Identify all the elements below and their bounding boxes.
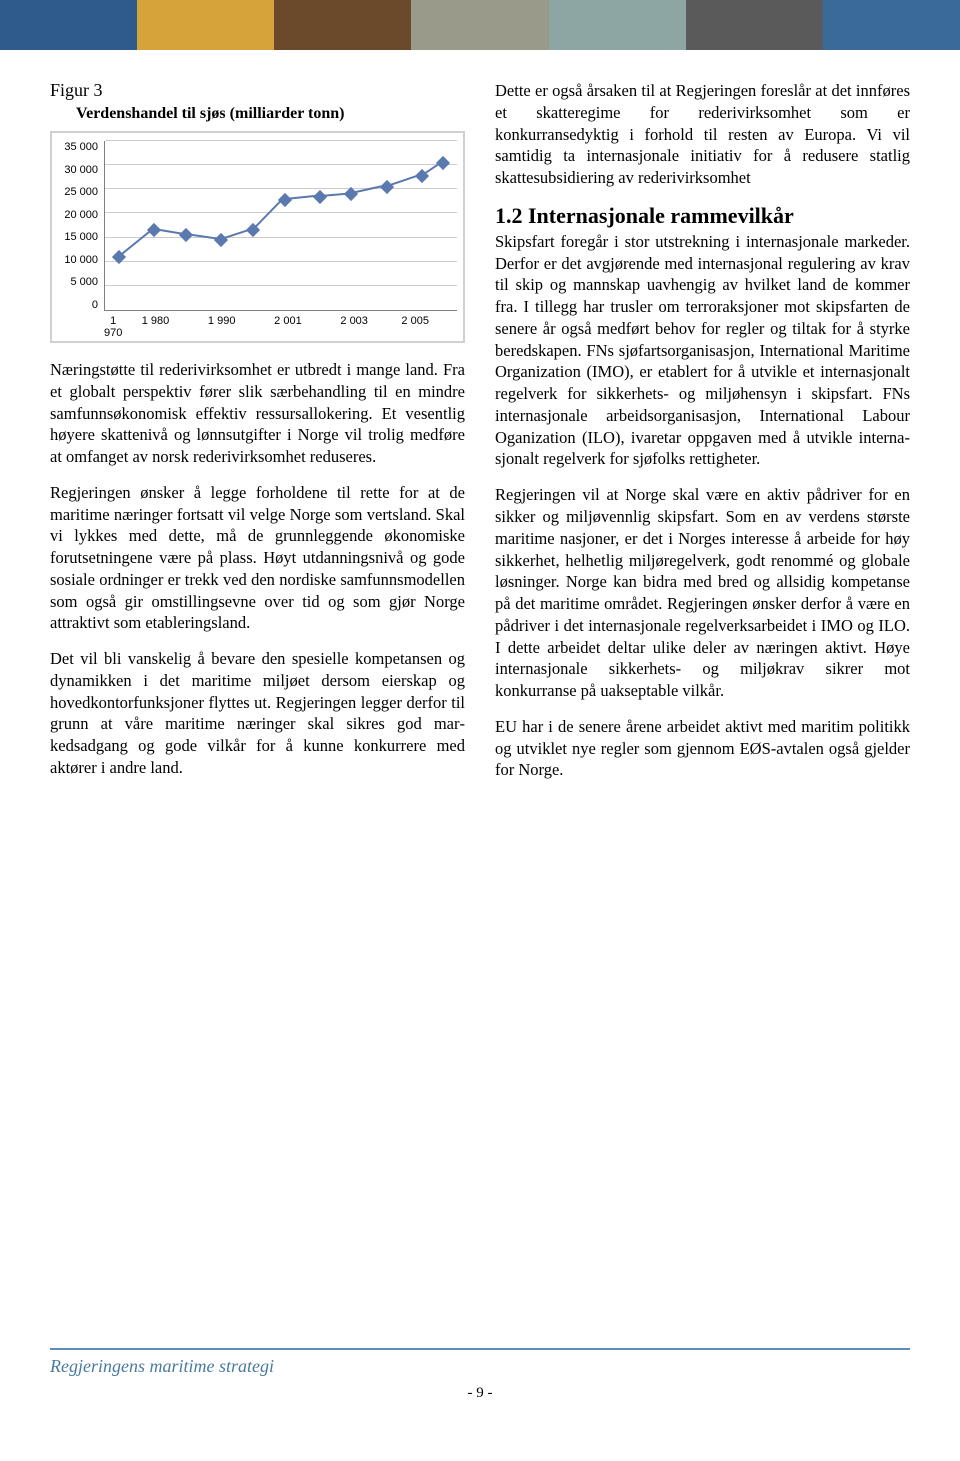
y-tick-label: 0	[58, 299, 98, 311]
banner-segment	[274, 0, 411, 50]
x-axis: 1 9701 9801 9902 0012 0032 005	[104, 311, 457, 339]
figure-label: Figur 3	[50, 80, 465, 101]
x-tick-label: 2 001	[255, 315, 321, 339]
x-tick-label: 1 970	[104, 315, 122, 339]
header-banner	[0, 0, 960, 50]
banner-segment	[137, 0, 274, 50]
chart-container: 0 5 000 10 000 15 000 20 000 25 000 30 000 35 0…	[50, 131, 465, 343]
chart-marker	[380, 180, 394, 194]
banner-segment	[549, 0, 686, 50]
column-right: Dette er også årsaken til at Regjeringen…	[495, 80, 910, 1310]
paragraph: Regjeringen vil at Norge skal være en ak…	[495, 484, 910, 702]
grid-line	[105, 164, 457, 165]
plot-area	[104, 141, 457, 311]
footer-label: Regjeringens maritime strategi	[50, 1356, 910, 1377]
grid-line	[105, 237, 457, 238]
paragraph: Regjeringen ønsker å legge forholdene ti…	[50, 482, 465, 634]
chart-line-segment	[253, 198, 284, 230]
page-number: - 9 -	[0, 1385, 960, 1402]
chart-marker	[436, 156, 450, 170]
chart: 0 5 000 10 000 15 000 20 000 25 000 30 000 35 0…	[58, 141, 457, 311]
paragraph: Skipsfart foregår i stor utstrekning i i…	[495, 231, 910, 470]
chart-marker	[147, 223, 161, 237]
x-tick-label: 2 003	[321, 315, 387, 339]
y-tick-label: 10 000	[58, 254, 98, 266]
y-tick-label: 5 000	[58, 276, 98, 288]
chart-marker	[179, 228, 193, 242]
grid-line	[105, 188, 457, 189]
x-tick-label: 1 990	[189, 315, 255, 339]
grid-line	[105, 261, 457, 262]
footer-divider	[50, 1348, 910, 1350]
paragraph: EU har i de senere årene arbeidet aktivt…	[495, 716, 910, 781]
grid-line	[105, 285, 457, 286]
column-left: Figur 3 Verdenshandel til sjøs (milliard…	[50, 80, 465, 1310]
grid-line	[105, 140, 457, 141]
x-tick-label: 2 005	[387, 315, 443, 339]
page-content: Figur 3 Verdenshandel til sjøs (milliard…	[0, 50, 960, 1330]
y-tick-label: 15 000	[58, 231, 98, 243]
chart-marker	[277, 193, 291, 207]
paragraph: Dette er også årsaken til at Regjeringen…	[495, 80, 910, 189]
chart-line-segment	[119, 228, 153, 256]
figure-title: Verdenshandel til sjøs (milliarder tonn)	[76, 105, 465, 123]
y-tick-label: 20 000	[58, 209, 98, 221]
grid-line	[105, 212, 457, 213]
paragraph: Det vil bli vanskelig å bevare den spesi…	[50, 648, 465, 779]
y-axis: 0 5 000 10 000 15 000 20 000 25 000 30 000 35 0…	[58, 141, 104, 311]
paragraph: Næringstøtte til rederivirksomhet er utb…	[50, 359, 465, 468]
chart-marker	[313, 189, 327, 203]
banner-segment	[411, 0, 548, 50]
x-tick-label: 1 980	[122, 315, 188, 339]
y-tick-label: 25 000	[58, 186, 98, 198]
y-tick-label: 35 000	[58, 141, 98, 153]
section-heading: 1.2 Internasjonale rammevilkår	[495, 203, 910, 229]
banner-segment	[823, 0, 960, 50]
banner-segment	[686, 0, 823, 50]
banner-segment	[0, 0, 137, 50]
y-tick-label: 30 000	[58, 164, 98, 176]
